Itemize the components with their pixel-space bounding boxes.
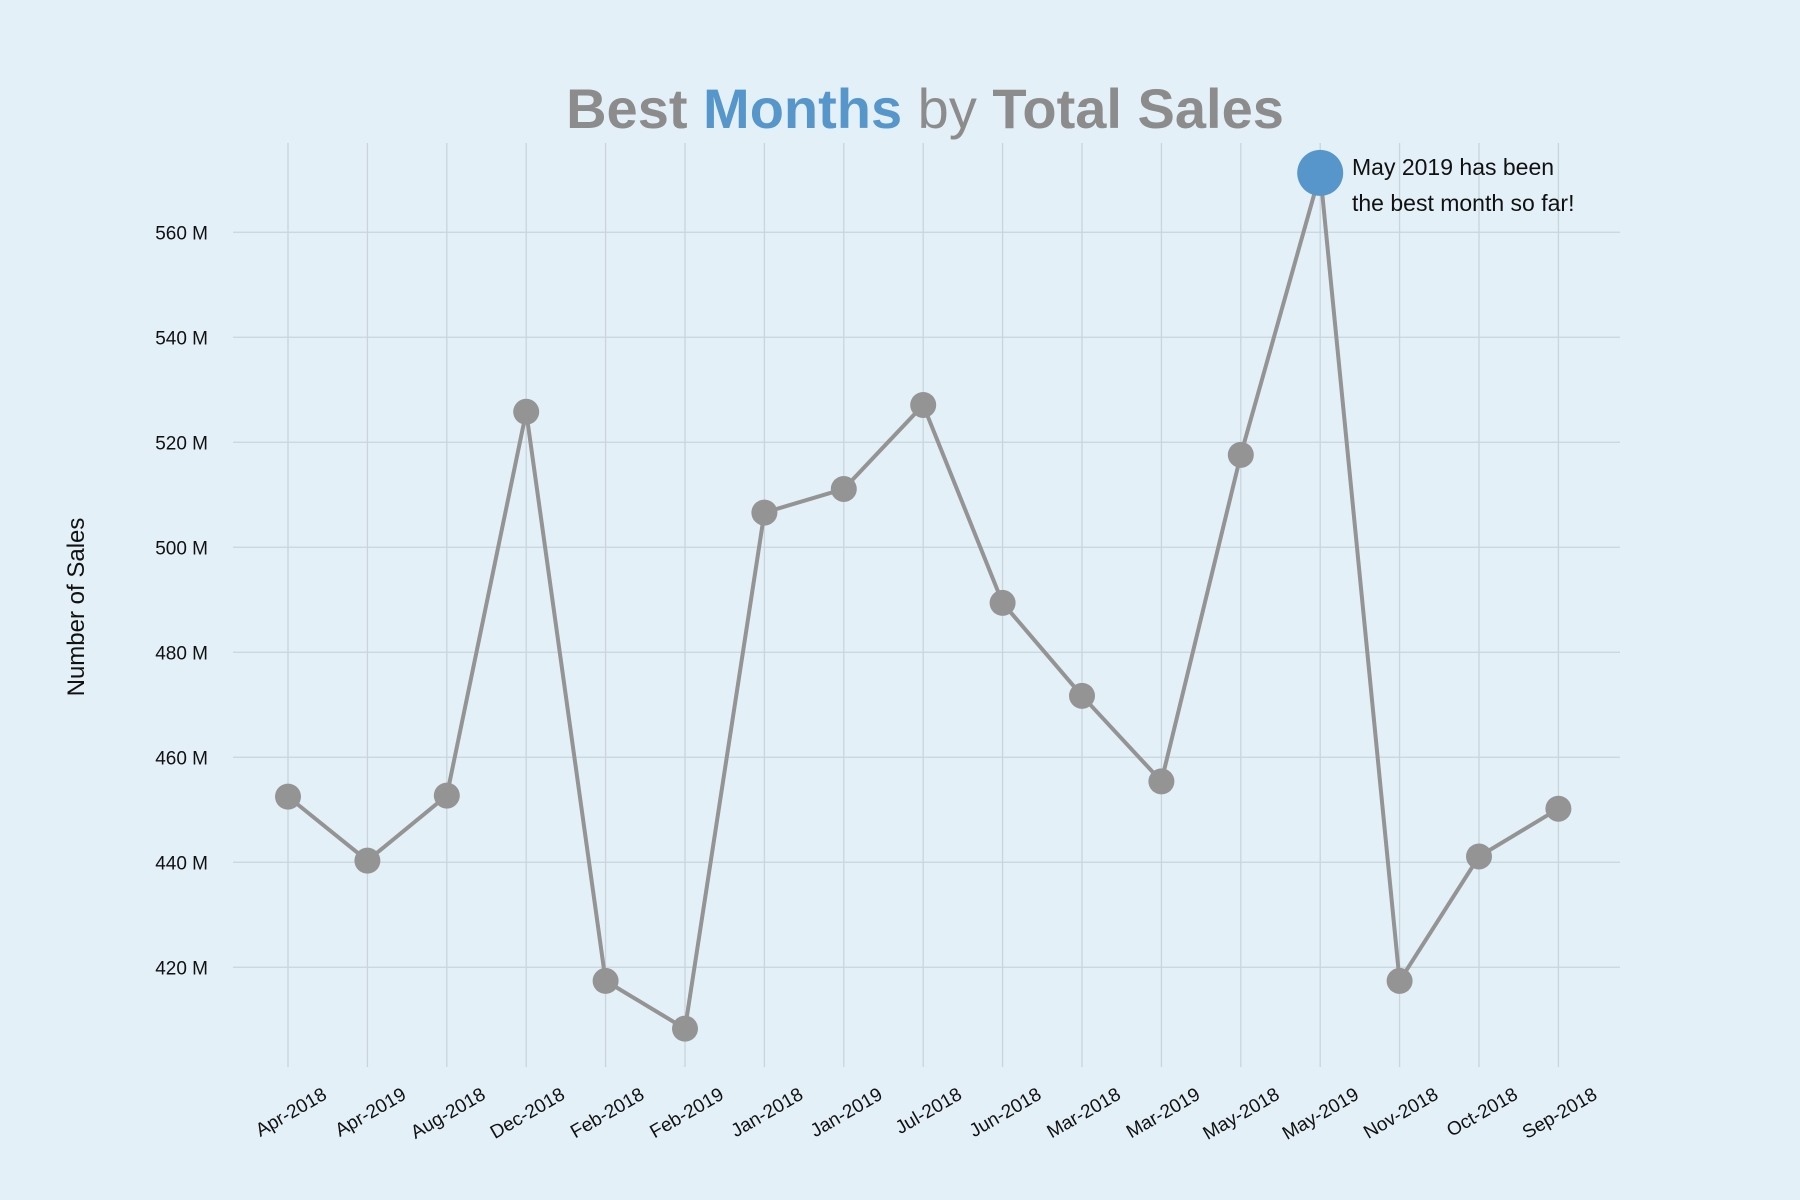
- x-tick-label: Mar-2018: [1044, 1084, 1125, 1143]
- data-point: [354, 847, 381, 874]
- x-tick-label: Jun-2018: [966, 1084, 1045, 1142]
- title-part-by: by: [902, 77, 992, 140]
- data-point: [433, 782, 460, 809]
- y-ticks: 420 M 440 M 460 M 480 M 500 M 520 M 540 M 560 M: [155, 223, 208, 979]
- x-tick-label: Dec-2018: [487, 1084, 569, 1143]
- x-tick-label: Oct-2018: [1443, 1084, 1521, 1141]
- x-tick-label: Aug-2018: [407, 1084, 489, 1143]
- x-tick-label: May-2019: [1279, 1084, 1363, 1144]
- data-point: [989, 589, 1016, 616]
- y-tick-label: 500 M: [155, 538, 208, 559]
- x-tick-label: Mar-2019: [1123, 1084, 1204, 1143]
- points: [275, 149, 1572, 1042]
- highlight-point: [1297, 149, 1344, 196]
- data-point: [672, 1015, 698, 1042]
- chart-title: Best Months by Total Sales: [566, 77, 1284, 140]
- data-point: [1148, 768, 1175, 795]
- data-point: [1466, 843, 1492, 870]
- x-ticks: Apr-2018 Apr-2019Aug-2018Dec-2018Feb-2018…: [252, 1084, 1601, 1144]
- title-part-best: Best: [566, 77, 703, 140]
- x-tick-label: Nov-2018: [1360, 1084, 1442, 1143]
- title-part-months: Months: [703, 77, 902, 140]
- annotation-line-1: May 2019 has been: [1352, 154, 1554, 180]
- data-point: [592, 967, 619, 994]
- x-tick-label: Sep-2018: [1519, 1084, 1601, 1143]
- data-point: [1227, 441, 1254, 468]
- x-tick-label: Apr-2019: [332, 1084, 410, 1141]
- y-axis-label: Number of Sales: [63, 518, 90, 697]
- x-tick-label: Jan-2019: [807, 1084, 886, 1142]
- x-tick-label: May-2018: [1200, 1084, 1284, 1144]
- data-point: [1386, 967, 1413, 994]
- data-point: [275, 783, 301, 810]
- annotation-line-2: the best month so far!: [1352, 190, 1574, 216]
- y-tick-label: 480 M: [155, 643, 208, 664]
- y-tick-label: 420 M: [155, 958, 208, 979]
- y-tick-label: 520 M: [155, 433, 208, 454]
- annotation: May 2019 has been the best month so far!: [1352, 154, 1574, 216]
- x-tick-label: Jan-2018: [728, 1084, 807, 1142]
- data-point: [1069, 682, 1095, 709]
- data-point: [513, 398, 540, 425]
- data-point: [751, 499, 778, 526]
- y-tick-label: 540 M: [155, 328, 208, 349]
- title-part-total-sales: Total Sales: [992, 77, 1284, 140]
- y-tick-label: 460 M: [155, 748, 208, 769]
- x-tick-label: Feb-2018: [567, 1084, 648, 1143]
- x-tick-label: Jul-2018: [892, 1084, 966, 1139]
- y-tick-label: 440 M: [155, 853, 208, 874]
- grid: [233, 143, 1620, 1067]
- data-point: [830, 475, 857, 502]
- y-tick-label: 560 M: [155, 223, 208, 244]
- data-point: [1545, 795, 1572, 822]
- x-tick-label: Feb-2019: [647, 1084, 728, 1143]
- data-point: [910, 391, 937, 418]
- x-tick-label: Apr-2018: [252, 1084, 330, 1141]
